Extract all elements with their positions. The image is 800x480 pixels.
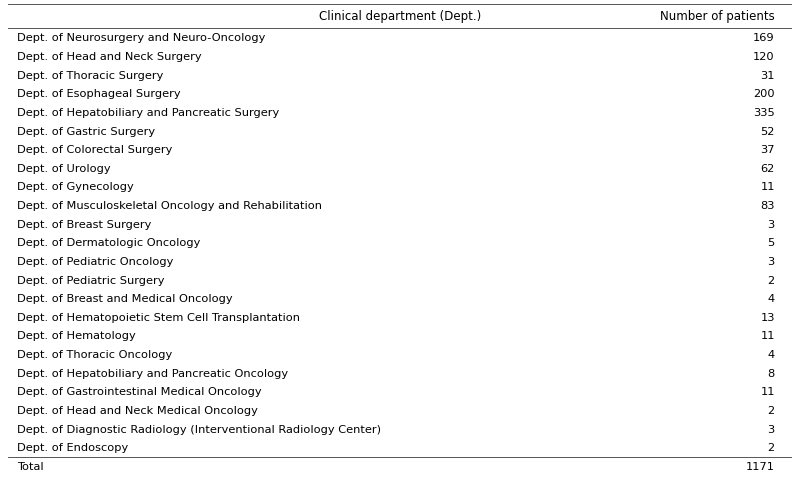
Text: 37: 37 xyxy=(760,145,774,155)
Text: 4: 4 xyxy=(768,349,774,360)
Text: Dept. of Hepatobiliary and Pancreatic Oncology: Dept. of Hepatobiliary and Pancreatic On… xyxy=(18,368,289,378)
Text: Clinical department (Dept.): Clinical department (Dept.) xyxy=(319,11,481,24)
Text: 3: 3 xyxy=(767,424,774,434)
Text: Dept. of Endoscopy: Dept. of Endoscopy xyxy=(18,443,129,452)
Text: Dept. of Pediatric Oncology: Dept. of Pediatric Oncology xyxy=(18,256,174,266)
Text: 200: 200 xyxy=(753,89,774,99)
Text: Dept. of Esophageal Surgery: Dept. of Esophageal Surgery xyxy=(18,89,181,99)
Text: 52: 52 xyxy=(760,126,774,136)
Text: Dept. of Breast and Medical Oncology: Dept. of Breast and Medical Oncology xyxy=(18,294,233,303)
Text: Dept. of Hematopoietic Stem Cell Transplantation: Dept. of Hematopoietic Stem Cell Transpl… xyxy=(18,312,301,322)
Text: Dept. of Gastrointestinal Medical Oncology: Dept. of Gastrointestinal Medical Oncolo… xyxy=(18,386,262,396)
Text: Dept. of Musculoskeletal Oncology and Rehabilitation: Dept. of Musculoskeletal Oncology and Re… xyxy=(18,201,322,211)
Text: Dept. of Neurosurgery and Neuro-Oncology: Dept. of Neurosurgery and Neuro-Oncology xyxy=(18,33,266,43)
Text: 31: 31 xyxy=(760,71,774,81)
Text: Dept. of Head and Neck Surgery: Dept. of Head and Neck Surgery xyxy=(18,52,202,62)
Text: 120: 120 xyxy=(753,52,774,62)
Text: Dept. of Dermatologic Oncology: Dept. of Dermatologic Oncology xyxy=(18,238,201,248)
Text: 335: 335 xyxy=(753,108,774,118)
Text: Dept. of Pediatric Surgery: Dept. of Pediatric Surgery xyxy=(18,275,165,285)
Text: 11: 11 xyxy=(760,386,774,396)
Text: Dept. of Urology: Dept. of Urology xyxy=(18,163,111,173)
Text: Dept. of Hematology: Dept. of Hematology xyxy=(18,331,136,341)
Text: Dept. of Thoracic Surgery: Dept. of Thoracic Surgery xyxy=(18,71,164,81)
Text: Total: Total xyxy=(18,461,44,471)
Text: Dept. of Head and Neck Medical Oncology: Dept. of Head and Neck Medical Oncology xyxy=(18,405,258,415)
Text: Dept. of Gastric Surgery: Dept. of Gastric Surgery xyxy=(18,126,155,136)
Text: 13: 13 xyxy=(760,312,774,322)
Text: Dept. of Colorectal Surgery: Dept. of Colorectal Surgery xyxy=(18,145,173,155)
Text: Dept. of Hepatobiliary and Pancreatic Surgery: Dept. of Hepatobiliary and Pancreatic Su… xyxy=(18,108,280,118)
Text: 83: 83 xyxy=(760,201,774,211)
Text: 2: 2 xyxy=(768,443,774,452)
Text: 4: 4 xyxy=(768,294,774,303)
Text: Dept. of Breast Surgery: Dept. of Breast Surgery xyxy=(18,219,152,229)
Text: 11: 11 xyxy=(760,331,774,341)
Text: 2: 2 xyxy=(768,275,774,285)
Text: 5: 5 xyxy=(767,238,774,248)
Text: 62: 62 xyxy=(761,163,774,173)
Text: Dept. of Gynecology: Dept. of Gynecology xyxy=(18,182,134,192)
Text: 169: 169 xyxy=(753,33,774,43)
Text: 11: 11 xyxy=(760,182,774,192)
Text: Dept. of Diagnostic Radiology (Interventional Radiology Center): Dept. of Diagnostic Radiology (Intervent… xyxy=(18,424,382,434)
Text: 3: 3 xyxy=(767,256,774,266)
Text: Number of patients: Number of patients xyxy=(660,11,774,24)
Text: 3: 3 xyxy=(767,219,774,229)
Text: 1171: 1171 xyxy=(746,461,774,471)
Text: 8: 8 xyxy=(767,368,774,378)
Text: Dept. of Thoracic Oncology: Dept. of Thoracic Oncology xyxy=(18,349,173,360)
Text: 2: 2 xyxy=(768,405,774,415)
